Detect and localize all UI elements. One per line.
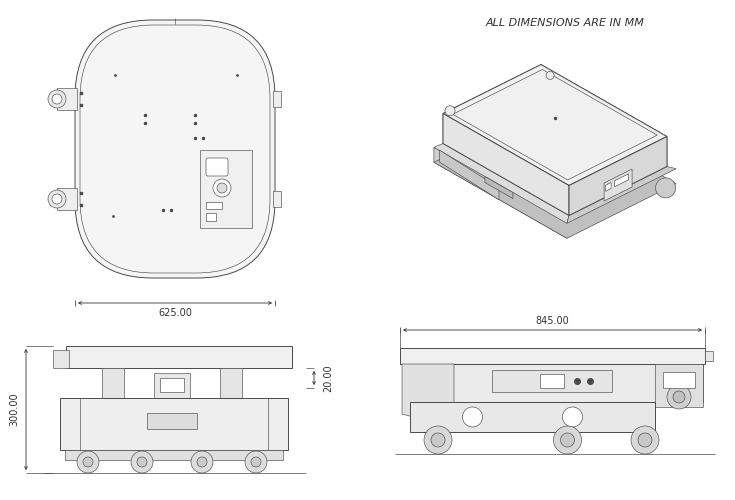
Circle shape xyxy=(656,178,675,198)
Polygon shape xyxy=(443,114,569,216)
Circle shape xyxy=(561,433,575,447)
Circle shape xyxy=(462,407,482,427)
Bar xyxy=(400,348,705,364)
Circle shape xyxy=(562,407,583,427)
Text: 300.00: 300.00 xyxy=(9,392,19,426)
Text: 625.00: 625.00 xyxy=(158,308,192,318)
FancyBboxPatch shape xyxy=(206,158,228,176)
Bar xyxy=(60,398,288,450)
Circle shape xyxy=(638,433,652,447)
Bar xyxy=(410,402,655,432)
Bar xyxy=(154,373,190,398)
Polygon shape xyxy=(485,176,513,199)
Bar xyxy=(663,372,695,388)
Circle shape xyxy=(137,457,147,467)
Bar xyxy=(655,364,703,407)
Bar xyxy=(65,450,283,460)
Polygon shape xyxy=(434,108,676,238)
Bar xyxy=(206,213,216,221)
Circle shape xyxy=(48,90,66,108)
Polygon shape xyxy=(443,64,541,144)
Circle shape xyxy=(673,391,685,403)
Circle shape xyxy=(197,457,207,467)
Bar xyxy=(66,346,292,368)
Polygon shape xyxy=(541,64,667,166)
Bar xyxy=(102,368,124,398)
Circle shape xyxy=(245,451,267,473)
Polygon shape xyxy=(604,169,632,201)
Text: 845.00: 845.00 xyxy=(536,316,570,326)
Polygon shape xyxy=(569,136,667,216)
Circle shape xyxy=(213,179,231,197)
Circle shape xyxy=(217,183,227,193)
Bar xyxy=(492,370,612,392)
Circle shape xyxy=(424,426,452,454)
Circle shape xyxy=(431,433,445,447)
Bar xyxy=(273,91,281,107)
Circle shape xyxy=(546,72,554,80)
Polygon shape xyxy=(402,364,454,422)
Circle shape xyxy=(131,451,153,473)
Bar xyxy=(160,378,184,392)
Circle shape xyxy=(553,426,581,454)
Bar xyxy=(57,188,77,210)
Bar xyxy=(705,351,713,361)
Circle shape xyxy=(52,94,62,104)
FancyBboxPatch shape xyxy=(75,20,275,278)
Bar xyxy=(206,202,222,209)
Circle shape xyxy=(191,451,213,473)
Circle shape xyxy=(83,457,93,467)
Polygon shape xyxy=(567,166,676,224)
Polygon shape xyxy=(434,148,567,238)
Circle shape xyxy=(48,190,66,208)
Polygon shape xyxy=(434,144,569,224)
Bar xyxy=(57,88,77,110)
Bar xyxy=(200,150,252,228)
Polygon shape xyxy=(614,174,628,187)
Bar xyxy=(540,374,564,388)
Text: 20.00: 20.00 xyxy=(323,364,333,392)
Polygon shape xyxy=(606,182,611,192)
Bar xyxy=(53,350,69,368)
Circle shape xyxy=(52,194,62,204)
Bar xyxy=(220,368,242,398)
Circle shape xyxy=(667,385,691,409)
Bar xyxy=(402,364,703,402)
Polygon shape xyxy=(440,150,499,200)
Text: ALL DIMENSIONS ARE IN MM: ALL DIMENSIONS ARE IN MM xyxy=(486,18,645,28)
Bar xyxy=(147,413,197,429)
Bar xyxy=(273,191,281,207)
Polygon shape xyxy=(443,64,667,186)
Circle shape xyxy=(631,426,659,454)
Circle shape xyxy=(445,106,455,116)
Circle shape xyxy=(251,457,261,467)
Circle shape xyxy=(77,451,99,473)
